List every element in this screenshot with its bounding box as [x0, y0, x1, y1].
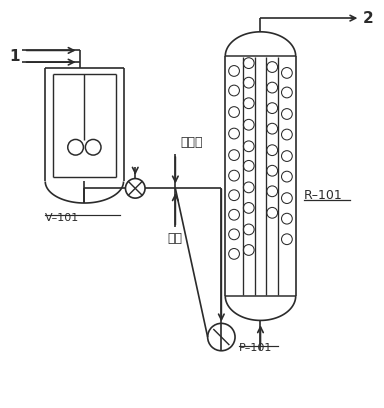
Text: P–101: P–101: [239, 343, 272, 353]
Text: 1: 1: [9, 49, 20, 64]
Text: R–101: R–101: [303, 189, 342, 202]
Text: 阻聚剂: 阻聚剂: [180, 136, 203, 149]
Text: 醒酸: 醒酸: [168, 233, 183, 245]
Text: V–101: V–101: [45, 213, 79, 223]
Text: 2: 2: [363, 11, 374, 26]
